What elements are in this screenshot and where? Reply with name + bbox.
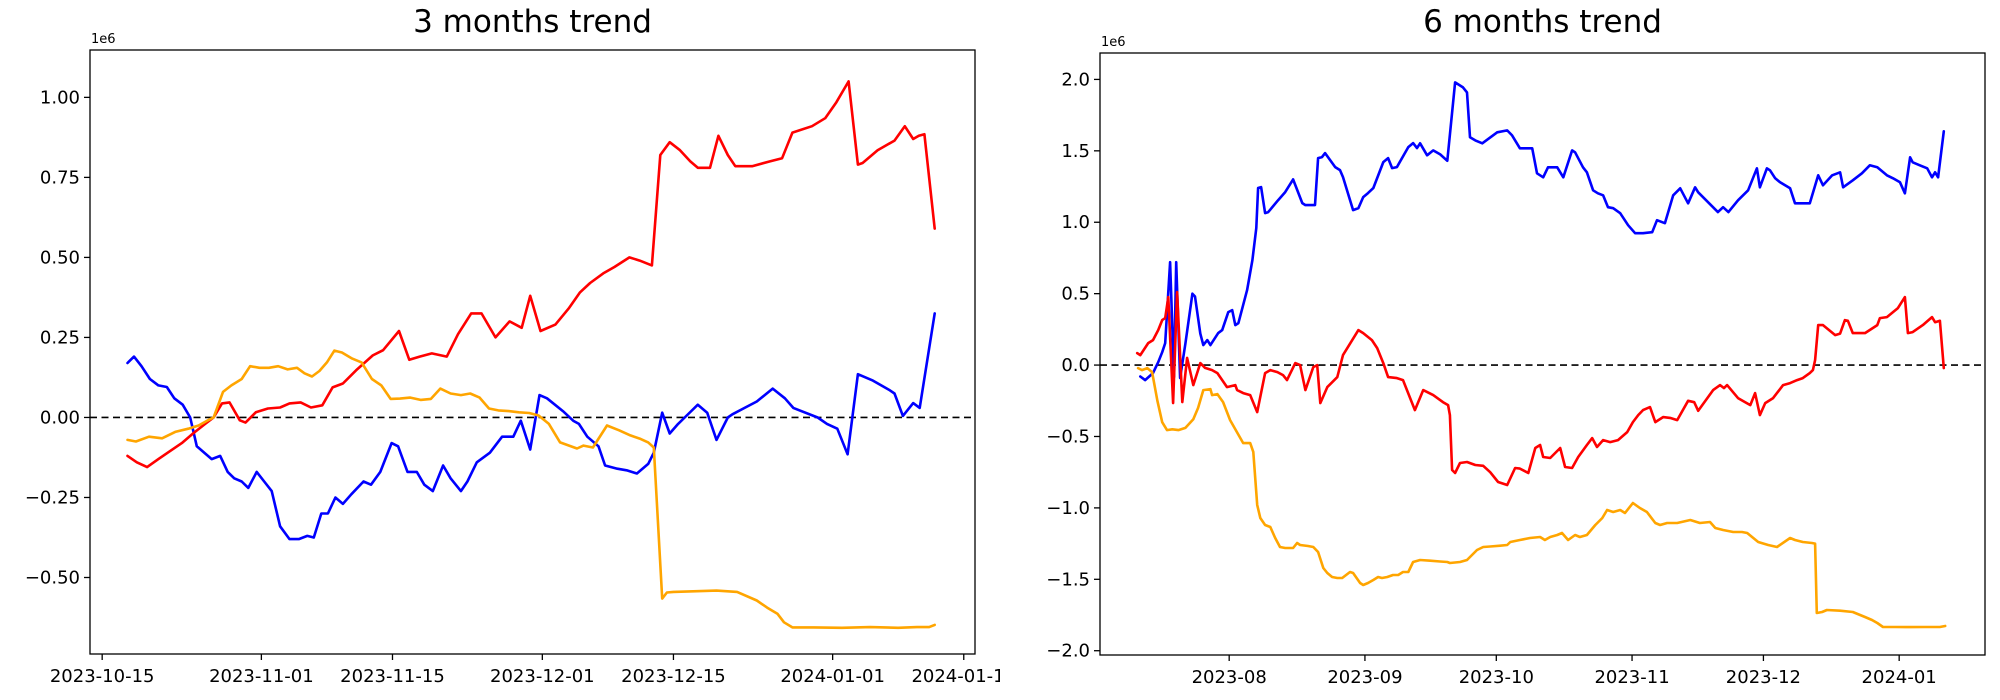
series-line-red [126, 80, 937, 469]
y-tick-label: −0.50 [25, 567, 80, 588]
x-tick-label: 2023-10-15 [50, 666, 155, 687]
series-line-orange [1136, 366, 1947, 629]
x-tick-label: 2023-12-01 [490, 666, 595, 687]
y-tick-label: 1.0 [1061, 212, 1090, 233]
x-tick-label: 2023-11 [1594, 667, 1669, 688]
chart-3-months-trend: 3 months trend 1e6 1.00 0.75 0.50 0.25 0.00 −0… [25, 4, 1000, 687]
y-tick-label: −1.0 [1046, 498, 1090, 519]
x-tick-label: 2023-08 [1192, 667, 1267, 688]
y-tick-label: 1.00 [40, 87, 80, 108]
y-tick-label: −0.25 [25, 487, 80, 508]
y-tick-label: 1.5 [1061, 141, 1090, 162]
y-tick-label: 0.50 [40, 247, 80, 268]
x-tick-label: 2024-01-01 [780, 666, 885, 687]
y-tick-label: 0.5 [1061, 284, 1090, 305]
x-tick-label: 2023-12-15 [621, 666, 726, 687]
plot-border [89, 49, 976, 655]
x-tick-label: 2023-12 [1726, 667, 1801, 688]
x-tick-label: 2024-01 [1862, 667, 1937, 688]
series-line-blue [126, 312, 937, 541]
x-tick-label: 2023-11-01 [209, 666, 314, 687]
chart-6-months-trend: 6 months trend 1e6 2.0 1.5 1.0 0.5 0.0 −0.5 −1.… [1000, 0, 2000, 700]
series-line-blue [1139, 81, 1946, 382]
chart-canvas-6-months: 1e6 2.0 1.5 1.0 0.5 0.0 −0.5 −1.0 −1.5 −2.0 2023-0… [1046, 35, 1986, 688]
y-tick-label: 0.75 [40, 167, 80, 188]
chart-canvas-3-months: 1e6 1.00 0.75 0.50 0.25 0.00 −0.25 −0.50 2023-10… [25, 32, 1000, 687]
x-tick-label: 2023-10 [1459, 667, 1534, 688]
x-tick-label: 2023-09 [1327, 667, 1402, 688]
chart-title: 6 months trend [1423, 4, 1662, 40]
y-tick-label: 0.25 [40, 327, 80, 348]
x-tick-label: 2024-01-15 [911, 666, 1000, 687]
chart-title: 3 months trend [413, 4, 652, 40]
y-axis-offset-label: 1e6 [1101, 35, 1126, 50]
y-tick-label: 0.0 [1061, 355, 1090, 376]
y-tick-label: −1.5 [1046, 569, 1090, 590]
series-line-orange [126, 349, 937, 630]
x-tick-label: 2023-11-15 [340, 666, 445, 687]
y-axis-offset-label: 1e6 [91, 32, 116, 47]
y-tick-label: −2.0 [1046, 641, 1090, 662]
series-line-red [1135, 290, 1946, 487]
y-tick-label: 0.00 [40, 407, 80, 428]
y-tick-label: 2.0 [1061, 69, 1090, 90]
plot-border [1099, 52, 1986, 656]
y-tick-label: −0.5 [1046, 426, 1090, 447]
